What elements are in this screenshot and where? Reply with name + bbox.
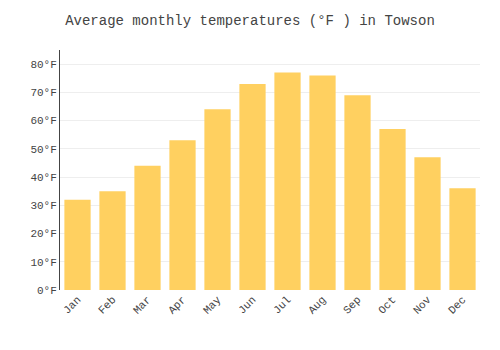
svg-text:70°F: 70°F [30,87,56,99]
svg-text:Dec: Dec [446,294,468,316]
svg-text:Mar: Mar [131,294,153,316]
svg-text:Apr: Apr [166,294,188,316]
svg-text:50°F: 50°F [30,144,56,156]
svg-text:Jul: Jul [271,294,293,316]
svg-text:Feb: Feb [96,294,118,316]
svg-text:30°F: 30°F [30,200,56,212]
svg-text:Jun: Jun [236,294,258,316]
svg-text:Aug: Aug [306,294,328,316]
svg-text:40°F: 40°F [30,172,56,184]
svg-text:80°F: 80°F [30,59,56,71]
svg-text:10°F: 10°F [30,257,56,269]
svg-text:60°F: 60°F [30,115,56,127]
svg-text:Average monthly temperatures (: Average monthly temperatures (°F ) in To… [65,13,435,29]
svg-text:20°F: 20°F [30,228,56,240]
svg-text:Jan: Jan [61,294,83,316]
svg-text:Nov: Nov [411,294,434,317]
svg-text:Sep: Sep [341,294,363,316]
svg-text:0°F: 0°F [37,285,57,297]
svg-text:Oct: Oct [376,294,398,316]
svg-text:May: May [201,294,224,317]
